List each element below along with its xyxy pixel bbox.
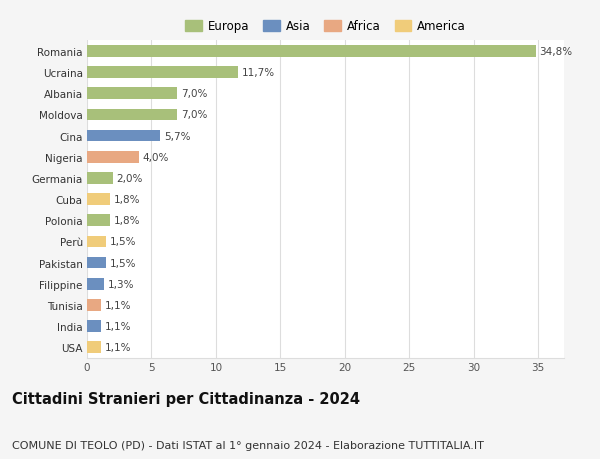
Bar (87, 46, 536, 58)
Text: 2,0%: 2,0% (116, 174, 143, 184)
Text: 1,1%: 1,1% (105, 342, 131, 353)
Bar (87, 341, 101, 353)
Text: 1,5%: 1,5% (110, 237, 137, 247)
Bar (87, 151, 139, 163)
Text: 1,8%: 1,8% (114, 195, 140, 205)
Text: 4,0%: 4,0% (142, 152, 169, 162)
Text: COMUNE DI TEOLO (PD) - Dati ISTAT al 1° gennaio 2024 - Elaborazione TUTTITALIA.I: COMUNE DI TEOLO (PD) - Dati ISTAT al 1° … (12, 440, 484, 450)
Text: 7,0%: 7,0% (181, 110, 208, 120)
Text: 5,7%: 5,7% (164, 131, 191, 141)
Bar (87, 67, 238, 79)
Text: 34,8%: 34,8% (539, 47, 572, 57)
Text: 1,3%: 1,3% (107, 279, 134, 289)
Bar (87, 320, 101, 332)
Legend: Europa, Asia, Africa, America: Europa, Asia, Africa, America (180, 16, 471, 38)
Bar (87, 257, 106, 269)
Text: 7,0%: 7,0% (181, 89, 208, 99)
Bar (87, 299, 101, 311)
Bar (87, 109, 177, 121)
Bar (87, 88, 177, 100)
Bar (87, 236, 106, 248)
Text: 1,5%: 1,5% (110, 258, 137, 268)
Bar (87, 278, 104, 290)
Text: 1,8%: 1,8% (114, 216, 140, 226)
Text: 11,7%: 11,7% (242, 68, 275, 78)
Bar (87, 130, 160, 142)
Text: 1,1%: 1,1% (105, 300, 131, 310)
Bar (87, 194, 110, 206)
Bar (87, 173, 113, 185)
Bar (87, 215, 110, 227)
Text: Cittadini Stranieri per Cittadinanza - 2024: Cittadini Stranieri per Cittadinanza - 2… (12, 391, 360, 406)
Text: 1,1%: 1,1% (105, 321, 131, 331)
